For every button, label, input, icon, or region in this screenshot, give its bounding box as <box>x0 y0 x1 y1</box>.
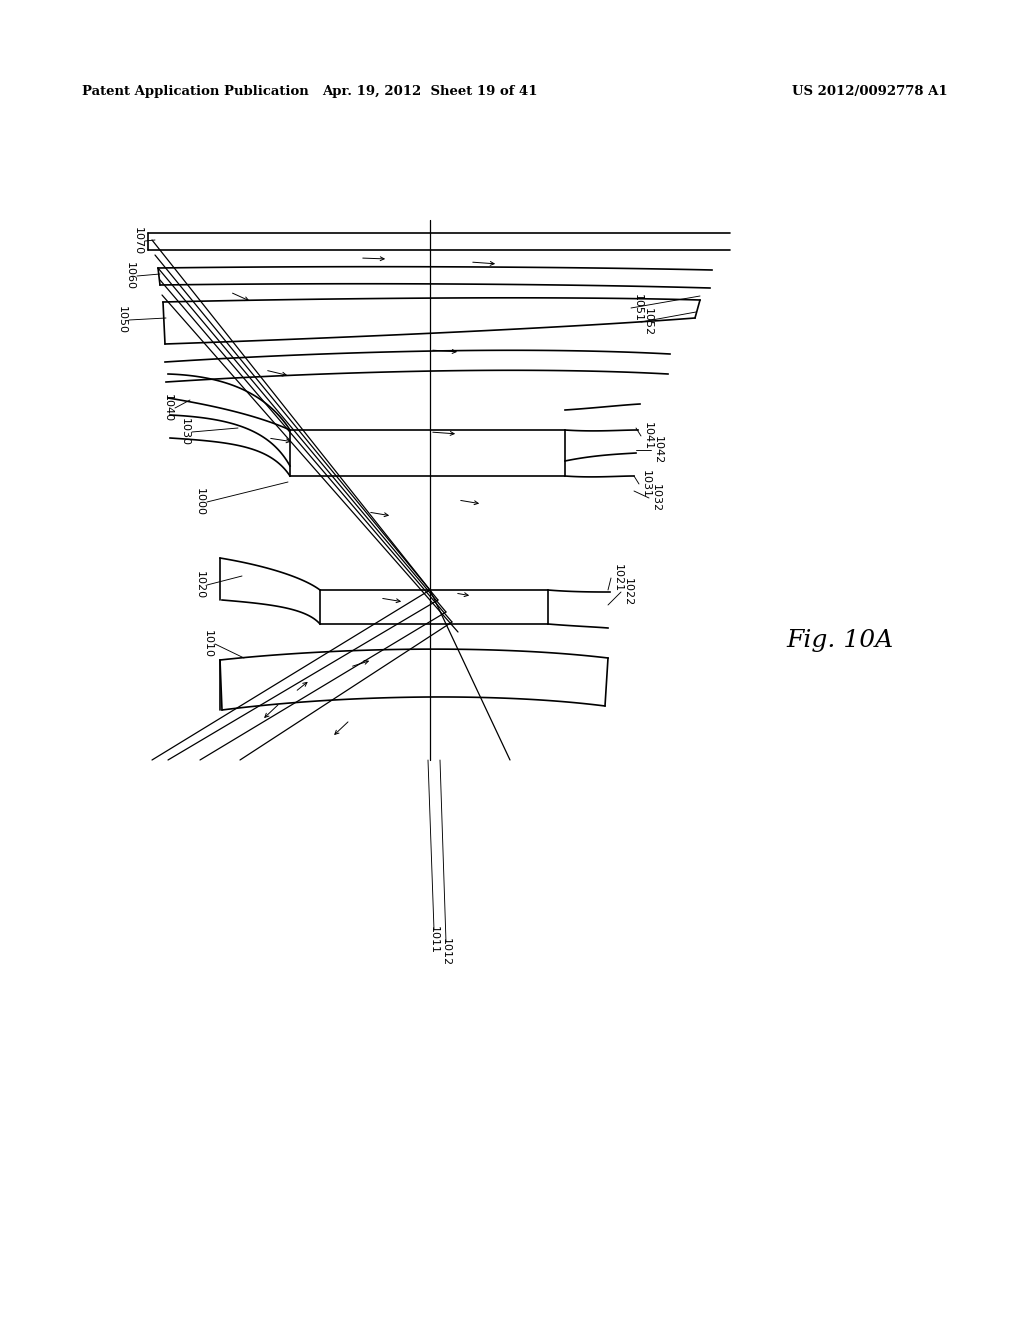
Text: 1021: 1021 <box>613 564 623 593</box>
Text: 1070: 1070 <box>133 227 143 255</box>
Text: 1060: 1060 <box>125 261 135 290</box>
Text: 1052: 1052 <box>643 308 653 337</box>
Text: 1010: 1010 <box>203 630 213 657</box>
Text: 1020: 1020 <box>195 572 205 599</box>
Text: Fig. 10A: Fig. 10A <box>786 628 894 652</box>
Text: 1022: 1022 <box>623 578 633 606</box>
Text: 1041: 1041 <box>643 422 653 450</box>
Text: 1040: 1040 <box>163 393 173 422</box>
Text: 1012: 1012 <box>441 939 451 966</box>
Text: Patent Application Publication: Patent Application Publication <box>82 86 309 99</box>
Text: 1051: 1051 <box>633 294 643 322</box>
Text: US 2012/0092778 A1: US 2012/0092778 A1 <box>793 86 948 99</box>
Text: 1011: 1011 <box>429 927 439 954</box>
Text: 1032: 1032 <box>651 484 662 512</box>
Text: 1042: 1042 <box>653 436 663 465</box>
Text: 1000: 1000 <box>195 488 205 516</box>
Text: 1030: 1030 <box>180 418 190 446</box>
Text: Apr. 19, 2012  Sheet 19 of 41: Apr. 19, 2012 Sheet 19 of 41 <box>323 86 538 99</box>
Text: 1050: 1050 <box>117 306 127 334</box>
Text: 1031: 1031 <box>641 470 651 498</box>
